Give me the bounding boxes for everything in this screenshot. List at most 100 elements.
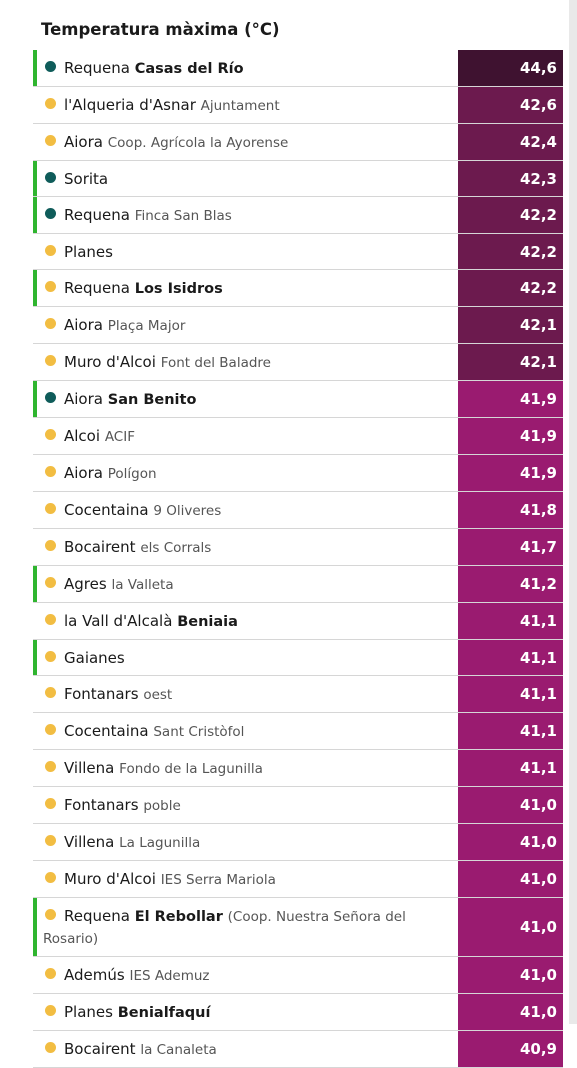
table-row: la Vall d'Alcalà Beniaia 41,1 — [33, 603, 563, 640]
station-cell: la Vall d'Alcalà Beniaia — [33, 603, 458, 639]
place-name: l'Alqueria d'Asnar — [64, 96, 196, 114]
place-name: Requena — [64, 206, 130, 224]
table-row: Aiora Coop. Agrícola la Ayorense 42,4 — [33, 124, 563, 161]
status-dot — [45, 98, 56, 109]
station-name: Coop. Agrícola la Ayorense — [107, 135, 289, 151]
table-row: Aiora Polígon 41,9 — [33, 455, 563, 492]
temperature-value: 41,9 — [458, 455, 563, 491]
table-row: Aiora Plaça Major 42,1 — [33, 307, 563, 344]
station-name: Plaça Major — [107, 318, 186, 334]
place-name: Muro d'Alcoi — [64, 353, 156, 371]
station-name: Sant Cristòfol — [153, 724, 245, 740]
station-cell: Sorita — [33, 161, 458, 196]
status-dot — [45, 172, 56, 183]
status-dot — [45, 761, 56, 772]
place-name: Aiora — [64, 133, 103, 151]
place-name: Planes — [64, 1003, 113, 1021]
table-row: Villena La Lagunilla 41,0 — [33, 824, 563, 861]
station-cell: l'Alqueria d'Asnar Ajuntament — [33, 87, 458, 123]
table-row: Fontanars oest 41,1 — [33, 676, 563, 713]
station-name: El Rebollar — [134, 909, 223, 925]
station-cell: Alcoi ACIF — [33, 418, 458, 454]
temperature-value: 42,4 — [458, 124, 563, 160]
station-cell: Requena Finca San Blas — [33, 197, 458, 233]
table-row: Aiora San Benito 41,9 — [33, 381, 563, 418]
station-cell: Aiora Coop. Agrícola la Ayorense — [33, 124, 458, 160]
table-row: Requena Finca San Blas 42,2 — [33, 197, 563, 234]
status-dot — [45, 872, 56, 883]
status-dot — [45, 798, 56, 809]
table-row: Sorita 42,3 — [33, 161, 563, 197]
table-row: Alcoi ACIF 41,9 — [33, 418, 563, 455]
station-note: (Coop. Nuestra Señora del Rosario) — [43, 909, 406, 947]
table-row: Agres la Valleta 41,2 — [33, 566, 563, 603]
status-dot — [45, 687, 56, 698]
station-cell: Aiora Polígon — [33, 455, 458, 491]
temperature-value: 41,2 — [458, 566, 563, 602]
station-cell: Ademús IES Ademuz — [33, 957, 458, 993]
temperature-value: 40,9 — [458, 1031, 563, 1067]
table-row: Bocairent els Corrals 41,7 — [33, 529, 563, 566]
table-row: Muro d'Alcoi IES Serra Mariola 41,0 — [33, 861, 563, 898]
place-name: Villena — [64, 759, 115, 777]
station-cell: Bocairent la Canaleta — [33, 1031, 458, 1067]
table-row: Requena Casas del Río 44,6 — [33, 50, 563, 87]
station-cell: Cocentaina Sant Cristòfol — [33, 713, 458, 749]
station-name: la Valleta — [111, 577, 174, 593]
place-name: Planes — [64, 243, 113, 261]
temperature-value: 41,9 — [458, 381, 563, 417]
highlight-bar — [33, 161, 37, 196]
place-name: Cocentaina — [64, 722, 149, 740]
temperature-value: 41,7 — [458, 529, 563, 565]
place-name: Cocentaina — [64, 501, 149, 519]
status-dot — [45, 835, 56, 846]
status-dot — [45, 135, 56, 146]
station-name: Casas del Río — [134, 61, 244, 77]
place-name: Ademús — [64, 966, 125, 984]
table-row: Planes Benialfaquí 41,0 — [33, 994, 563, 1031]
station-cell: Villena La Lagunilla — [33, 824, 458, 860]
status-dot — [45, 909, 56, 920]
station-name: ACIF — [104, 429, 135, 445]
place-name: Agres — [64, 575, 107, 593]
station-cell: Requena El Rebollar (Coop. Nuestra Señor… — [33, 898, 458, 956]
place-name: Aiora — [64, 390, 103, 408]
highlight-bar — [33, 197, 37, 233]
place-name: Fontanars — [64, 685, 139, 703]
station-cell: Villena Fondo de la Lagunilla — [33, 750, 458, 786]
temperature-value: 41,8 — [458, 492, 563, 528]
place-name: Alcoi — [64, 427, 101, 445]
page: Temperatura màxima (°C) Requena Casas de… — [33, 0, 577, 1068]
station-name: la Canaleta — [140, 1042, 217, 1058]
temperature-value: 44,6 — [458, 50, 563, 86]
place-name: Muro d'Alcoi — [64, 870, 156, 888]
temperature-value: 42,3 — [458, 161, 563, 196]
station-name: IES Ademuz — [129, 968, 210, 984]
ranking-table: Requena Casas del Río 44,6 l'Alqueria d'As… — [33, 50, 563, 1068]
place-name: Requena — [64, 279, 130, 297]
table-row: Fontanars poble 41,0 — [33, 787, 563, 824]
temperature-value: 41,0 — [458, 957, 563, 993]
temperature-value: 42,1 — [458, 307, 563, 343]
status-dot — [45, 724, 56, 735]
highlight-bar — [33, 270, 37, 306]
temperature-value: 41,1 — [458, 713, 563, 749]
status-dot — [45, 577, 56, 588]
status-dot — [45, 503, 56, 514]
station-name: Fondo de la Lagunilla — [119, 761, 263, 777]
station-name: Finca San Blas — [134, 208, 232, 224]
highlight-bar — [33, 898, 37, 956]
status-dot — [45, 968, 56, 979]
table-row: Bocairent la Canaleta 40,9 — [33, 1031, 563, 1068]
highlight-bar — [33, 640, 37, 675]
station-cell: Planes — [33, 234, 458, 269]
place-name: Bocairent — [64, 538, 136, 556]
table-title: Temperatura màxima (°C) — [41, 20, 280, 39]
station-cell: Agres la Valleta — [33, 566, 458, 602]
temperature-value: 41,0 — [458, 824, 563, 860]
table-row: Requena Los Isidros 42,2 — [33, 270, 563, 307]
station-name: Font del Baladre — [160, 355, 271, 371]
station-name: Los Isidros — [134, 281, 223, 297]
station-name: els Corrals — [140, 540, 212, 556]
temperature-value: 41,0 — [458, 994, 563, 1030]
